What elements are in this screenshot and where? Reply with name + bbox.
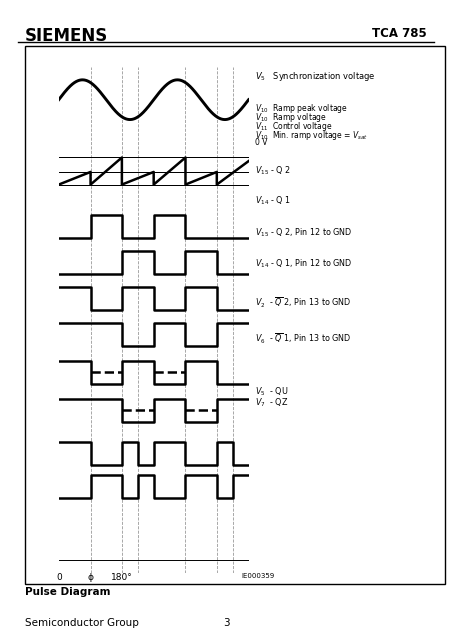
Text: $V_{14}$ - Q 1: $V_{14}$ - Q 1 <box>255 195 291 207</box>
Text: $V_{10}$  Ramp voltage: $V_{10}$ Ramp voltage <box>255 111 327 124</box>
Text: $V_5$   Synchronization voltage: $V_5$ Synchronization voltage <box>255 70 375 83</box>
Text: ϕ: ϕ <box>87 573 93 582</box>
Text: 180°: 180° <box>111 573 133 582</box>
Text: $V_{11}$  Control voltage: $V_{11}$ Control voltage <box>255 120 332 133</box>
Text: $V_{14}$ - Q 1, Pin 12 to GND: $V_{14}$ - Q 1, Pin 12 to GND <box>255 257 352 270</box>
Text: $V_5$  - QU: $V_5$ - QU <box>255 385 288 398</box>
Text: $V_7$  - QZ: $V_7$ - QZ <box>255 397 288 410</box>
Text: $V_{10}$  Ramp peak voltage: $V_{10}$ Ramp peak voltage <box>255 102 347 115</box>
Text: TCA 785: TCA 785 <box>372 27 426 40</box>
Text: Pulse Diagram: Pulse Diagram <box>25 587 110 597</box>
Text: IE000359: IE000359 <box>241 573 274 579</box>
Text: $V_6$  - $\overline{Q}$ 1, Pin 13 to GND: $V_6$ - $\overline{Q}$ 1, Pin 13 to GND <box>255 332 351 346</box>
Text: 0 V: 0 V <box>255 138 267 147</box>
Text: $V_{15}$ - Q 2: $V_{15}$ - Q 2 <box>255 164 291 177</box>
Text: $V_2$  - $\overline{Q}$ 2, Pin 13 to GND: $V_2$ - $\overline{Q}$ 2, Pin 13 to GND <box>255 296 351 310</box>
Text: $V_{15}$ - Q 2, Pin 12 to GND: $V_{15}$ - Q 2, Pin 12 to GND <box>255 226 352 239</box>
Text: SIEMENS: SIEMENS <box>25 27 108 45</box>
Text: 3: 3 <box>222 618 229 628</box>
Text: Semiconductor Group: Semiconductor Group <box>25 618 138 628</box>
Text: 0: 0 <box>56 573 61 582</box>
Text: $V_{10}$  Min. ramp voltage = $V_{sat}$: $V_{10}$ Min. ramp voltage = $V_{sat}$ <box>255 129 368 141</box>
